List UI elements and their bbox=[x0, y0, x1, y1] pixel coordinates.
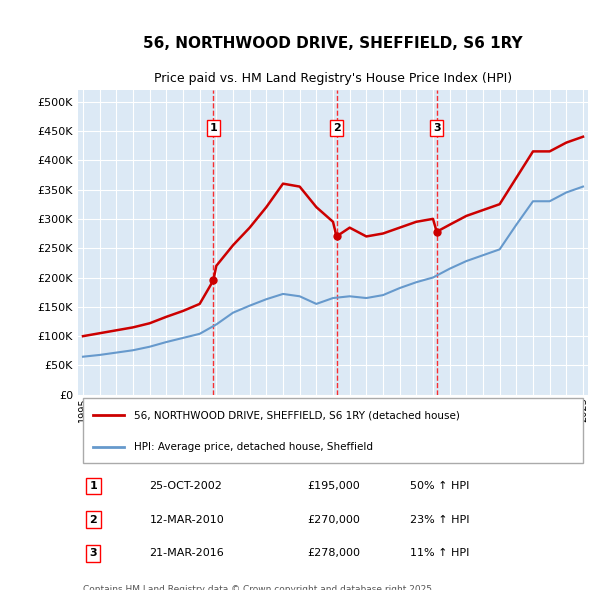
Text: 1: 1 bbox=[209, 123, 217, 133]
Text: £270,000: £270,000 bbox=[308, 514, 361, 525]
Text: 11% ↑ HPI: 11% ↑ HPI bbox=[409, 548, 469, 558]
Point bbox=[120, 443, 128, 450]
Text: 1: 1 bbox=[89, 481, 97, 491]
Point bbox=[90, 411, 97, 418]
Text: Contains HM Land Registry data © Crown copyright and database right 2025.
This d: Contains HM Land Registry data © Crown c… bbox=[83, 585, 435, 590]
Text: 50% ↑ HPI: 50% ↑ HPI bbox=[409, 481, 469, 491]
Text: 2: 2 bbox=[89, 514, 97, 525]
Point bbox=[120, 411, 128, 418]
Text: £195,000: £195,000 bbox=[308, 481, 360, 491]
Text: 3: 3 bbox=[89, 548, 97, 558]
Text: 23% ↑ HPI: 23% ↑ HPI bbox=[409, 514, 469, 525]
Text: 3: 3 bbox=[433, 123, 440, 133]
Text: Price paid vs. HM Land Registry's House Price Index (HPI): Price paid vs. HM Land Registry's House … bbox=[154, 72, 512, 85]
Text: 2: 2 bbox=[332, 123, 340, 133]
Text: 56, NORTHWOOD DRIVE, SHEFFIELD, S6 1RY (detached house): 56, NORTHWOOD DRIVE, SHEFFIELD, S6 1RY (… bbox=[134, 410, 460, 420]
Text: 21-MAR-2016: 21-MAR-2016 bbox=[149, 548, 224, 558]
Text: £278,000: £278,000 bbox=[308, 548, 361, 558]
Text: 25-OCT-2002: 25-OCT-2002 bbox=[149, 481, 222, 491]
Text: HPI: Average price, detached house, Sheffield: HPI: Average price, detached house, Shef… bbox=[134, 442, 373, 452]
Text: 12-MAR-2010: 12-MAR-2010 bbox=[149, 514, 224, 525]
Point bbox=[90, 443, 97, 450]
Text: 56, NORTHWOOD DRIVE, SHEFFIELD, S6 1RY: 56, NORTHWOOD DRIVE, SHEFFIELD, S6 1RY bbox=[143, 36, 523, 51]
FancyBboxPatch shape bbox=[83, 398, 583, 463]
